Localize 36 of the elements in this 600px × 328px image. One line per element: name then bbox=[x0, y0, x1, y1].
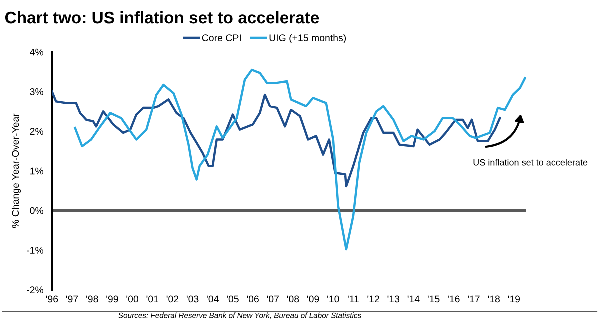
y-tick-label: 4% bbox=[30, 48, 44, 56]
x-tick-label: '18 bbox=[488, 296, 500, 303]
annotation: US inflation set to accelerate bbox=[474, 159, 588, 166]
y-tick-label: 1% bbox=[30, 168, 44, 175]
x-tick-label: '17 bbox=[468, 296, 480, 303]
y-tick-label: 3% bbox=[30, 88, 44, 96]
x-tick-label: '03 bbox=[186, 296, 199, 303]
y-tick-label: -1% bbox=[27, 247, 44, 254]
x-tick-label: '00 bbox=[126, 296, 138, 303]
x-tick-label: '11 bbox=[348, 296, 359, 303]
y-axis-title: % Change Year-Over-Year bbox=[12, 114, 22, 228]
x-tick-label: '15 bbox=[428, 296, 440, 303]
x-tick-label: '97 bbox=[66, 296, 78, 303]
y-tick-label: -2% bbox=[27, 286, 44, 294]
x-tick-label: '96 bbox=[46, 296, 58, 303]
x-tick-label: '01 bbox=[146, 296, 158, 303]
x-tick-label: '10 bbox=[328, 296, 340, 303]
chart-title: Chart two: US inflation set to accelerate bbox=[5, 11, 320, 24]
x-tick-label: '99 bbox=[106, 296, 118, 303]
x-tick-label: '12 bbox=[368, 296, 380, 303]
x-tick-label: '98 bbox=[86, 296, 98, 303]
x-tick-label: '19 bbox=[508, 296, 520, 303]
x-tick-label: '04 bbox=[207, 296, 219, 303]
x-tick-label: '02 bbox=[166, 296, 179, 303]
legend-label: Core CPI bbox=[202, 34, 241, 42]
x-tick-label: '07 bbox=[267, 296, 279, 303]
x-tick-label: '13 bbox=[388, 296, 400, 303]
x-tick-label: '06 bbox=[247, 296, 259, 303]
y-tick-label: 2% bbox=[30, 128, 44, 135]
x-tick-label: '08 bbox=[287, 296, 300, 303]
x-tick-label: '16 bbox=[448, 296, 460, 303]
x-tick-label: '05 bbox=[227, 296, 239, 303]
y-tick-label: 0% bbox=[30, 207, 44, 214]
x-tick-label: '09 bbox=[307, 296, 320, 303]
x-tick-label: '14 bbox=[408, 296, 420, 303]
legend-label: UIG (+15 months) bbox=[270, 34, 346, 44]
